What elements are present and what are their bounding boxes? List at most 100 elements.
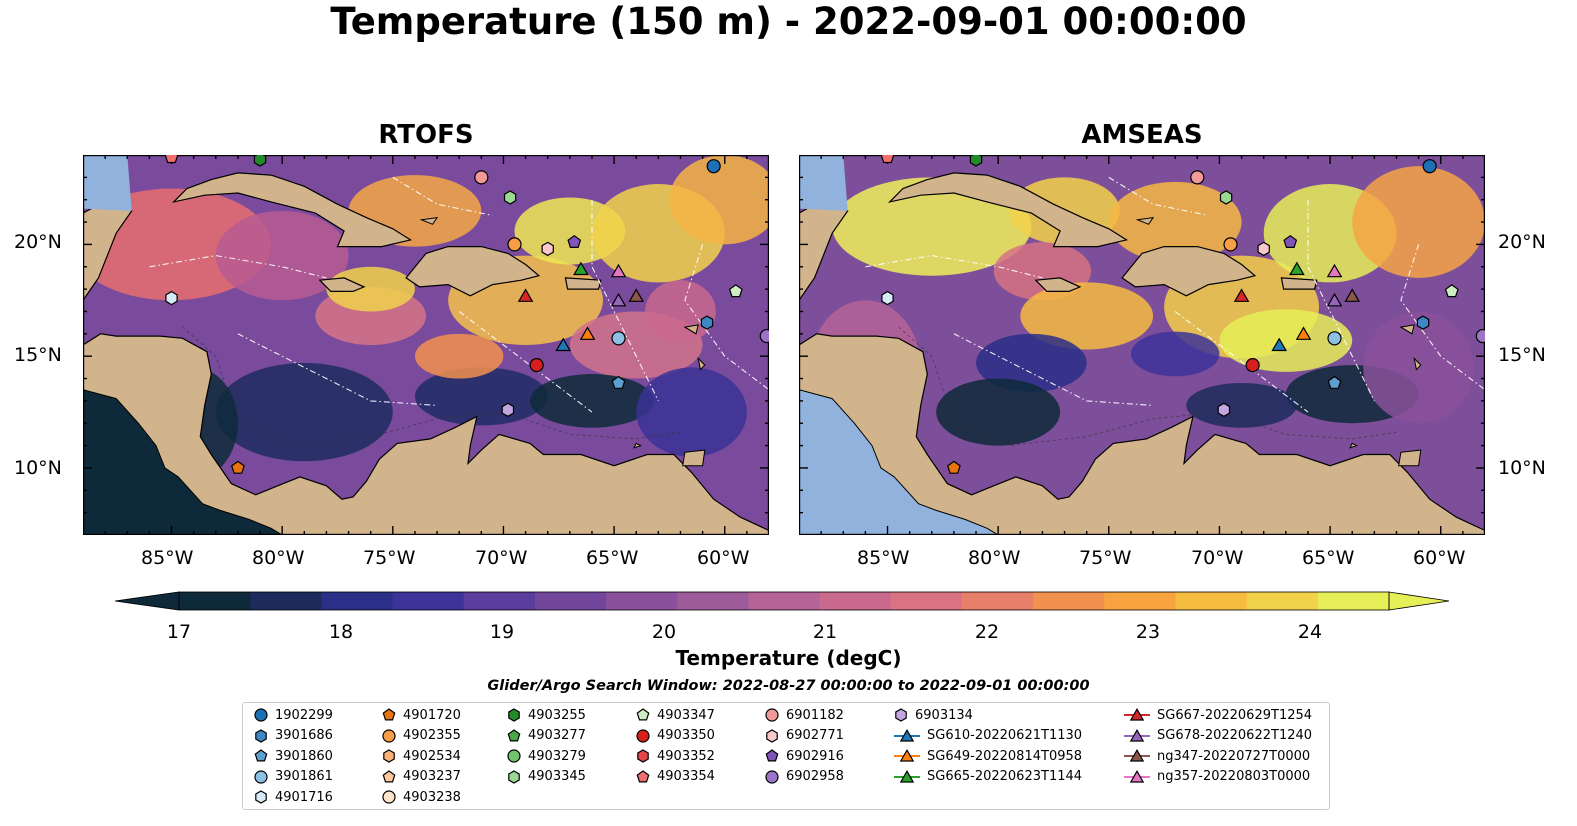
colorbar-bin xyxy=(1246,592,1319,610)
marker-4902355 xyxy=(1223,237,1238,252)
legend-marker-icon xyxy=(382,708,396,721)
marker-ng347-20220727T0000 xyxy=(628,288,645,302)
lon-label-70w: 70°W xyxy=(1191,547,1244,569)
legend-marker-icon xyxy=(508,708,520,722)
colorbar-bin xyxy=(250,592,322,610)
legend-item-4903350: 4903350 xyxy=(635,726,715,746)
legend-label: 3901686 xyxy=(275,728,333,743)
legend-label: 6902958 xyxy=(786,769,844,784)
colorbar-tick-21: 21 xyxy=(812,621,838,643)
marker-4903255 xyxy=(253,155,267,167)
legend-item-3901861: 3901861 xyxy=(253,767,333,787)
legend-label: 4902534 xyxy=(403,748,461,764)
legend-label: 4903279 xyxy=(528,748,586,764)
lon-label-75w: 75°W xyxy=(1079,547,1132,569)
marker-6903134 xyxy=(501,402,515,417)
lon-label-60w: 60°W xyxy=(697,547,750,569)
marker-3901860 xyxy=(1327,375,1342,389)
marker-3901860 xyxy=(611,375,626,389)
legend-triangle-icon xyxy=(899,748,915,762)
legend-hexagon-icon xyxy=(766,728,778,743)
legend-label: SG667-20220629T1254 xyxy=(1157,707,1313,723)
lat-label-left-15n: 15°N xyxy=(14,344,62,366)
marker-4903345 xyxy=(503,190,517,205)
legend-label: SG649-20220814T0958 xyxy=(927,748,1083,764)
central-south-america-land xyxy=(799,333,1485,535)
marker-6902958 xyxy=(1475,328,1485,344)
legend-pentagon-icon xyxy=(636,769,650,782)
colorbar-bin xyxy=(961,592,1034,610)
legend-label: 6901182 xyxy=(786,707,844,723)
lon-label-65w: 65°W xyxy=(586,547,639,569)
legend-marker-icon xyxy=(255,728,267,743)
hispaniola-land xyxy=(405,245,541,297)
colorbar-bin xyxy=(606,592,678,610)
legend-item-4903237: 4903237 xyxy=(381,767,461,787)
legend-marker-icon xyxy=(254,708,268,722)
colorbar-tick-17: 17 xyxy=(166,621,192,643)
legend-marker-icon xyxy=(382,769,396,782)
marker-6902916 xyxy=(1283,234,1298,249)
legend-triangle-icon xyxy=(899,728,915,742)
marker-3901686 xyxy=(1416,315,1430,330)
legend-pentagon-icon xyxy=(507,728,521,741)
hispaniola-land xyxy=(1121,245,1257,297)
marker-SG649-20220814T0958 xyxy=(1295,326,1312,340)
marker-3901861 xyxy=(611,331,626,346)
colorbar-tick-19: 19 xyxy=(489,621,515,643)
marker-3901861 xyxy=(1327,331,1342,346)
legend-hexagon-icon xyxy=(508,769,520,784)
legend-label: 4903352 xyxy=(657,748,715,764)
legend-item-4903255: 4903255 xyxy=(506,705,586,725)
legend-item-4902534: 4902534 xyxy=(381,746,461,766)
legend-hexagon-icon xyxy=(255,790,267,804)
lon-label-80w: 80°W xyxy=(252,547,305,569)
marker-SG610-20220621T1130 xyxy=(1271,337,1288,352)
marker-4903350 xyxy=(1245,358,1260,373)
legend-marker-icon xyxy=(382,790,396,804)
legend-item-4901720: 4901720 xyxy=(381,705,461,725)
marker-4903347 xyxy=(728,284,743,298)
legend-pentagon-icon xyxy=(765,749,779,762)
lat-label-right-20n: 20°N xyxy=(1498,231,1546,253)
legend-item-6902958: 6902958 xyxy=(764,767,844,787)
marker-6903134 xyxy=(1217,402,1231,417)
legend-label: 4902355 xyxy=(403,728,461,743)
legend-label: 6902771 xyxy=(786,728,844,743)
legend-marker-icon xyxy=(508,769,520,784)
legend-item-6902916: 6902916 xyxy=(764,746,844,766)
marker-6902916 xyxy=(567,234,582,249)
marker-1902299 xyxy=(1422,159,1437,174)
legend-hexagon-icon xyxy=(508,708,520,722)
legend: 1902299 3901686 3901860 3901861 4901716 49017… xyxy=(242,702,1330,810)
legend-item-6902771: 6902771 xyxy=(764,726,844,746)
legend-marker-icon xyxy=(894,748,920,762)
legend-marker-icon xyxy=(765,769,779,784)
colorbar-tick-20: 20 xyxy=(651,621,677,643)
legend-marker-icon xyxy=(636,728,650,743)
map-panel-rtofs xyxy=(83,155,769,535)
colorbar-max-extend xyxy=(1388,591,1450,611)
legend-label: 4901720 xyxy=(403,707,461,723)
colorbar-bin xyxy=(392,592,465,610)
legend-marker-icon xyxy=(765,708,779,722)
legend-label: 6902916 xyxy=(786,748,844,764)
colorbar-tick-18: 18 xyxy=(328,621,354,643)
legend-pentagon-icon xyxy=(382,769,396,782)
legend-item-ng347-20220727T0000: ng347-20220727T0000 xyxy=(1123,746,1310,766)
jamaica-land xyxy=(318,277,366,292)
marker-4903345 xyxy=(1219,190,1233,205)
legend-label: 4903255 xyxy=(528,707,586,723)
legend-label: 4903354 xyxy=(657,769,715,784)
legend-circle-icon xyxy=(636,728,650,743)
marker-6902771 xyxy=(1257,241,1270,257)
lon-label-85w: 85°W xyxy=(141,547,194,569)
marker-SG665-20220623T1144 xyxy=(573,261,589,276)
marker-SG678-20220622T1240 xyxy=(1326,292,1343,307)
lat-label-right-15n: 15°N xyxy=(1498,344,1546,366)
legend-marker-icon xyxy=(894,769,920,783)
colorbar-tick-24: 24 xyxy=(1297,621,1323,643)
colorbar-bin xyxy=(1033,592,1105,610)
marker-4903354 xyxy=(164,155,179,164)
marker-4902355 xyxy=(507,237,522,252)
